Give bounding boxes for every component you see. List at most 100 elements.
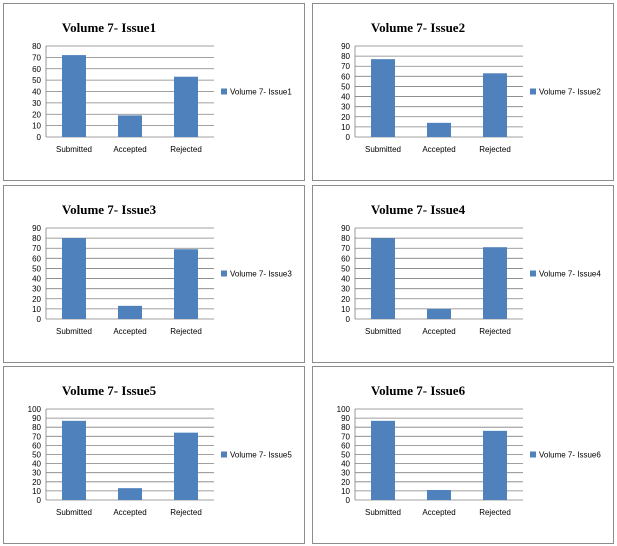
y-tick-label: 20 bbox=[341, 113, 350, 122]
legend-label: Volume 7- Issue6 bbox=[539, 451, 601, 460]
y-tick-label: 40 bbox=[341, 460, 350, 469]
y-tick-label: 60 bbox=[32, 441, 41, 450]
legend-swatch bbox=[221, 270, 227, 277]
y-tick-label: 0 bbox=[37, 133, 42, 142]
chart-title: Volume 7- Issue5 bbox=[62, 383, 157, 398]
y-tick-label: 60 bbox=[341, 441, 350, 450]
bar-submitted bbox=[62, 238, 86, 319]
y-tick-label: 0 bbox=[346, 133, 351, 142]
y-tick-label: 70 bbox=[341, 244, 350, 253]
bar-accepted bbox=[118, 115, 142, 137]
bar-accepted bbox=[118, 488, 142, 500]
bar-rejected bbox=[174, 249, 198, 319]
y-tick-label: 60 bbox=[341, 72, 350, 81]
chart-panel-issue3: Volume 7- Issue3 0 10 20 30 40 50 60 70 80 90 Submi… bbox=[3, 185, 305, 363]
bar-submitted bbox=[62, 55, 86, 137]
category-label: Submitted bbox=[56, 145, 92, 154]
bar-rejected bbox=[174, 76, 198, 137]
y-tick-label: 20 bbox=[32, 295, 41, 304]
y-tick-label: 90 bbox=[32, 414, 41, 423]
legend-swatch bbox=[530, 451, 536, 458]
bar-rejected bbox=[483, 247, 507, 319]
y-tick-label: 90 bbox=[341, 42, 350, 51]
y-tick-label: 80 bbox=[341, 234, 350, 243]
chart-title: Volume 7- Issue2 bbox=[371, 20, 465, 35]
category-label: Accepted bbox=[422, 327, 455, 336]
chart-panel-issue1: Volume 7- Issue1 0 10 20 30 40 50 60 70 80 Submitt… bbox=[3, 3, 305, 181]
y-tick-label: 50 bbox=[32, 76, 41, 85]
y-tick-label: 70 bbox=[32, 432, 41, 441]
y-tick-label: 30 bbox=[341, 469, 350, 478]
bar-accepted bbox=[427, 308, 451, 319]
legend-swatch bbox=[530, 270, 536, 277]
y-tick-label: 10 bbox=[32, 487, 41, 496]
chart-panel-issue4: Volume 7- Issue4 0 10 20 30 40 50 60 70 80 90 Submi… bbox=[312, 185, 614, 363]
category-label: Rejected bbox=[479, 508, 511, 517]
category-label: Submitted bbox=[365, 145, 401, 154]
category-label: Submitted bbox=[365, 508, 401, 517]
y-tick-label: 30 bbox=[32, 99, 41, 108]
legend-swatch bbox=[221, 451, 227, 458]
y-tick-label: 30 bbox=[341, 103, 350, 112]
category-label: Accepted bbox=[113, 145, 146, 154]
y-tick-label: 100 bbox=[28, 405, 42, 414]
y-tick-label: 30 bbox=[32, 285, 41, 294]
chart-title: Volume 7- Issue4 bbox=[371, 202, 466, 217]
y-tick-label: 80 bbox=[341, 423, 350, 432]
category-label: Submitted bbox=[56, 508, 92, 517]
legend-label: Volume 7- Issue1 bbox=[230, 88, 292, 97]
bar-submitted bbox=[371, 420, 395, 500]
y-tick-label: 60 bbox=[341, 254, 350, 263]
legend-swatch bbox=[530, 88, 536, 95]
chart-panel-issue5: Volume 7- Issue5 0 10 20 30 40 50 60 70 80 90 100 Su… bbox=[3, 366, 305, 544]
category-label: Rejected bbox=[479, 327, 511, 336]
category-label: Submitted bbox=[56, 327, 92, 336]
y-tick-label: 90 bbox=[341, 224, 350, 233]
category-label: Rejected bbox=[170, 327, 202, 336]
y-tick-label: 20 bbox=[32, 478, 41, 487]
y-tick-label: 20 bbox=[341, 478, 350, 487]
y-tick-label: 30 bbox=[32, 469, 41, 478]
y-tick-label: 50 bbox=[32, 451, 41, 460]
y-tick-label: 50 bbox=[32, 264, 41, 273]
y-tick-label: 0 bbox=[346, 315, 351, 324]
legend-label: Volume 7- Issue4 bbox=[539, 270, 601, 279]
y-tick-label: 30 bbox=[341, 285, 350, 294]
bar-accepted bbox=[427, 489, 451, 500]
y-tick-label: 10 bbox=[32, 305, 41, 314]
y-tick-label: 0 bbox=[346, 496, 351, 505]
bar-submitted bbox=[371, 59, 395, 138]
y-tick-label: 80 bbox=[32, 42, 41, 51]
chart-title: Volume 7- Issue1 bbox=[62, 20, 156, 35]
y-tick-label: 40 bbox=[341, 93, 350, 102]
y-tick-label: 40 bbox=[32, 460, 41, 469]
category-label: Rejected bbox=[479, 145, 511, 154]
y-tick-label: 50 bbox=[341, 264, 350, 273]
y-tick-label: 0 bbox=[37, 496, 42, 505]
category-label: Submitted bbox=[365, 327, 401, 336]
y-tick-label: 0 bbox=[37, 315, 42, 324]
bar-rejected bbox=[483, 73, 507, 137]
category-label: Accepted bbox=[422, 508, 455, 517]
category-label: Accepted bbox=[422, 145, 455, 154]
y-tick-label: 70 bbox=[32, 53, 41, 62]
chart-panel-issue2: Volume 7- Issue2 0 10 20 30 40 50 60 70 80 90 Submi… bbox=[312, 3, 614, 181]
y-tick-label: 50 bbox=[341, 82, 350, 91]
y-tick-label: 10 bbox=[341, 123, 350, 132]
legend-label: Volume 7- Issue5 bbox=[230, 451, 292, 460]
category-label: Accepted bbox=[113, 508, 146, 517]
y-tick-label: 80 bbox=[32, 234, 41, 243]
y-tick-label: 100 bbox=[337, 405, 351, 414]
bar-accepted bbox=[427, 122, 451, 137]
y-tick-label: 40 bbox=[341, 275, 350, 284]
y-tick-label: 10 bbox=[32, 122, 41, 131]
y-tick-label: 70 bbox=[32, 244, 41, 253]
chart-panel-issue6: Volume 7- Issue6 0 10 20 30 40 50 60 70 80 90 100 Su… bbox=[312, 366, 614, 544]
bar-accepted bbox=[118, 305, 142, 319]
bar-rejected bbox=[174, 432, 198, 500]
chart-title: Volume 7- Issue3 bbox=[62, 202, 157, 217]
